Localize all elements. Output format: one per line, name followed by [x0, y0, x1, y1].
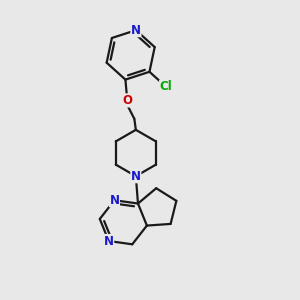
Text: N: N: [110, 194, 119, 207]
Text: N: N: [104, 235, 114, 248]
Text: Cl: Cl: [160, 80, 172, 93]
Text: N: N: [131, 24, 141, 37]
Text: O: O: [122, 94, 132, 107]
Text: N: N: [131, 170, 141, 183]
